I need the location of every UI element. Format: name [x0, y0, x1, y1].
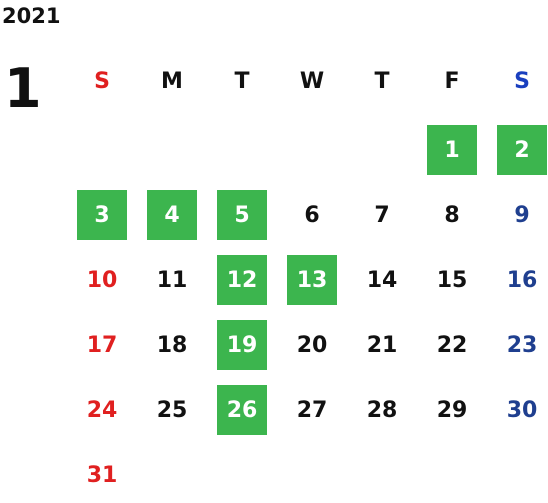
year-label: 2021	[2, 4, 61, 28]
day-cell-27[interactable]: 27	[296, 397, 328, 423]
weekday-label: T	[234, 68, 250, 94]
day-cell-2[interactable]: 2	[497, 125, 547, 175]
day-cell-25[interactable]: 25	[156, 397, 188, 423]
day-cell-13[interactable]: 13	[287, 255, 337, 305]
day-cell-22[interactable]: 22	[436, 332, 468, 358]
day-cell-18[interactable]: 18	[156, 332, 188, 358]
day-cell-8[interactable]: 8	[444, 202, 460, 228]
day-cell-19[interactable]: 19	[217, 320, 267, 370]
day-cell-24[interactable]: 24	[86, 397, 118, 423]
day-cell-17[interactable]: 17	[86, 332, 118, 358]
day-cell-9[interactable]: 9	[514, 202, 530, 228]
day-cell-7[interactable]: 7	[374, 202, 390, 228]
weekday-label: M	[161, 68, 183, 94]
day-cell-31[interactable]: 31	[86, 462, 118, 488]
day-cell-1[interactable]: 1	[427, 125, 477, 175]
day-cell-5[interactable]: 5	[217, 190, 267, 240]
day-cell-29[interactable]: 29	[436, 397, 468, 423]
weekday-label: S	[514, 68, 530, 94]
day-cell-28[interactable]: 28	[366, 397, 398, 423]
day-cell-26[interactable]: 26	[217, 385, 267, 435]
day-cell-12[interactable]: 12	[217, 255, 267, 305]
day-cell-4[interactable]: 4	[147, 190, 197, 240]
day-cell-15[interactable]: 15	[436, 267, 468, 293]
day-cell-16[interactable]: 16	[506, 267, 538, 293]
day-cell-6[interactable]: 6	[304, 202, 320, 228]
weekday-label: T	[374, 68, 390, 94]
day-cell-10[interactable]: 10	[86, 267, 118, 293]
day-cell-3[interactable]: 3	[77, 190, 127, 240]
day-cell-14[interactable]: 14	[366, 267, 398, 293]
month-label: 1	[4, 57, 42, 120]
day-cell-20[interactable]: 20	[296, 332, 328, 358]
day-cell-21[interactable]: 21	[366, 332, 398, 358]
weekday-label: F	[444, 68, 460, 94]
day-cell-30[interactable]: 30	[506, 397, 538, 423]
day-cell-11[interactable]: 11	[156, 267, 188, 293]
day-cell-23[interactable]: 23	[506, 332, 538, 358]
weekday-label: S	[94, 68, 110, 94]
weekday-label: W	[299, 68, 325, 94]
